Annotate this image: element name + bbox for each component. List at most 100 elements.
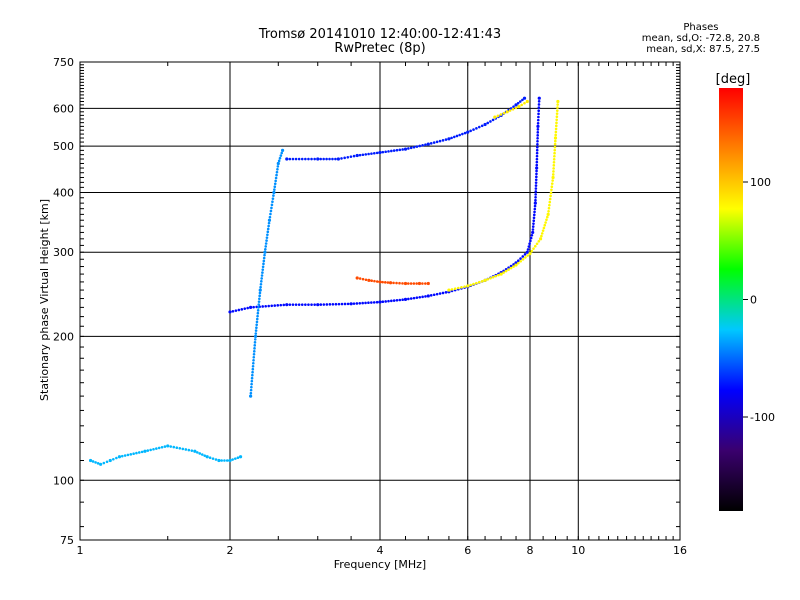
scatter-point bbox=[214, 458, 218, 461]
scatter-point bbox=[531, 225, 535, 228]
scatter-point bbox=[398, 281, 401, 285]
scatter-point bbox=[553, 148, 557, 152]
scatter-point bbox=[384, 300, 387, 303]
scatter-point bbox=[343, 302, 347, 306]
scatter-point bbox=[514, 263, 518, 267]
scatter-point bbox=[455, 134, 459, 138]
scatter-point bbox=[370, 279, 373, 283]
scatter-point bbox=[250, 385, 253, 389]
scatter-point bbox=[533, 244, 537, 248]
scatter-point bbox=[349, 302, 353, 306]
scatter-point bbox=[475, 127, 478, 130]
scatter-point bbox=[475, 281, 478, 285]
scatter-point bbox=[530, 233, 534, 237]
scatter-point bbox=[537, 109, 540, 113]
scatter-point bbox=[533, 210, 536, 214]
scatter-point bbox=[260, 277, 263, 280]
scatter-point bbox=[361, 277, 365, 281]
scatter-point bbox=[361, 301, 364, 305]
scatter-point bbox=[551, 179, 554, 182]
scatter-point bbox=[398, 148, 402, 152]
scatter-point bbox=[480, 279, 484, 283]
x-tick-label: 10 bbox=[571, 544, 585, 557]
scatter-point bbox=[275, 173, 278, 177]
scatter-point bbox=[469, 129, 472, 133]
scatter-point bbox=[249, 394, 253, 398]
scatter-point bbox=[555, 112, 559, 115]
scatter-point bbox=[261, 305, 264, 308]
scatter-point bbox=[463, 131, 467, 135]
scatter-point bbox=[340, 302, 344, 306]
scatter-point bbox=[511, 107, 515, 111]
scatter-point bbox=[552, 170, 555, 173]
scatter-point bbox=[349, 155, 353, 158]
scatter-point bbox=[231, 458, 234, 461]
scatter-point bbox=[294, 303, 298, 306]
scatter-point bbox=[535, 163, 539, 167]
scatter-point bbox=[319, 303, 323, 306]
scatter-point bbox=[246, 306, 249, 310]
scatter-point bbox=[307, 157, 310, 161]
scatter-point bbox=[528, 242, 531, 246]
scatter-point bbox=[519, 259, 522, 263]
scatter-point bbox=[444, 138, 448, 141]
scatter-point bbox=[260, 280, 263, 283]
scatter-point bbox=[253, 334, 258, 338]
scatter-point bbox=[524, 256, 527, 259]
scatter-point bbox=[403, 281, 408, 286]
scatter-point bbox=[205, 455, 209, 459]
scatter-point bbox=[252, 361, 255, 365]
colorbar-tick-label: 0 bbox=[750, 294, 757, 307]
scatter-point bbox=[252, 305, 255, 309]
scatter-point bbox=[551, 173, 555, 176]
scatter-point bbox=[509, 266, 513, 270]
scatter-point bbox=[316, 157, 320, 161]
scatter-point bbox=[520, 103, 523, 107]
scatter-point bbox=[249, 391, 253, 395]
scatter-point bbox=[236, 456, 240, 459]
scatter-point bbox=[257, 306, 260, 309]
scatter-point bbox=[325, 303, 329, 306]
scatter-point bbox=[276, 167, 279, 171]
scatter-point bbox=[536, 142, 539, 146]
scatter-point bbox=[265, 239, 268, 242]
scatter-point bbox=[223, 459, 226, 462]
scatter-point bbox=[403, 297, 408, 302]
scatter-point bbox=[304, 303, 307, 306]
scatter-point bbox=[555, 115, 559, 119]
scatter-point bbox=[375, 300, 379, 304]
scatter-point bbox=[331, 157, 334, 161]
scatter-point bbox=[555, 118, 558, 122]
y-axis: 75 100 200 300 400 500 600 750 bbox=[53, 56, 680, 547]
scatter-point bbox=[523, 253, 527, 256]
scatter-point bbox=[258, 288, 262, 292]
scatter-point bbox=[418, 295, 422, 299]
scatter-point bbox=[525, 250, 529, 254]
scatter-point bbox=[472, 282, 475, 286]
scatter-point bbox=[249, 305, 253, 309]
scatter-point bbox=[225, 459, 229, 462]
scatter-point bbox=[325, 157, 328, 161]
scatter-point bbox=[123, 454, 127, 457]
scatter-point bbox=[370, 301, 373, 304]
scatter-point bbox=[424, 295, 427, 298]
scatter-point bbox=[441, 139, 445, 142]
scatter-point bbox=[534, 181, 538, 184]
scatter-point bbox=[253, 344, 257, 347]
scatter-point bbox=[375, 151, 379, 155]
scatter-point bbox=[552, 161, 556, 164]
scatter-point bbox=[288, 157, 292, 161]
scatter-point bbox=[259, 285, 262, 289]
scatter-point bbox=[384, 150, 387, 154]
scatter-point bbox=[352, 302, 356, 305]
scatter-point bbox=[526, 254, 529, 257]
scatter-point bbox=[494, 274, 498, 278]
scatter-point bbox=[300, 303, 304, 306]
scatter-point bbox=[282, 303, 286, 307]
scatter-point bbox=[477, 125, 481, 129]
scatter-point bbox=[556, 106, 559, 109]
scatter-point bbox=[483, 278, 487, 282]
scatter-point bbox=[491, 275, 495, 279]
scatter-point bbox=[554, 124, 558, 128]
scatter-point bbox=[493, 115, 497, 119]
